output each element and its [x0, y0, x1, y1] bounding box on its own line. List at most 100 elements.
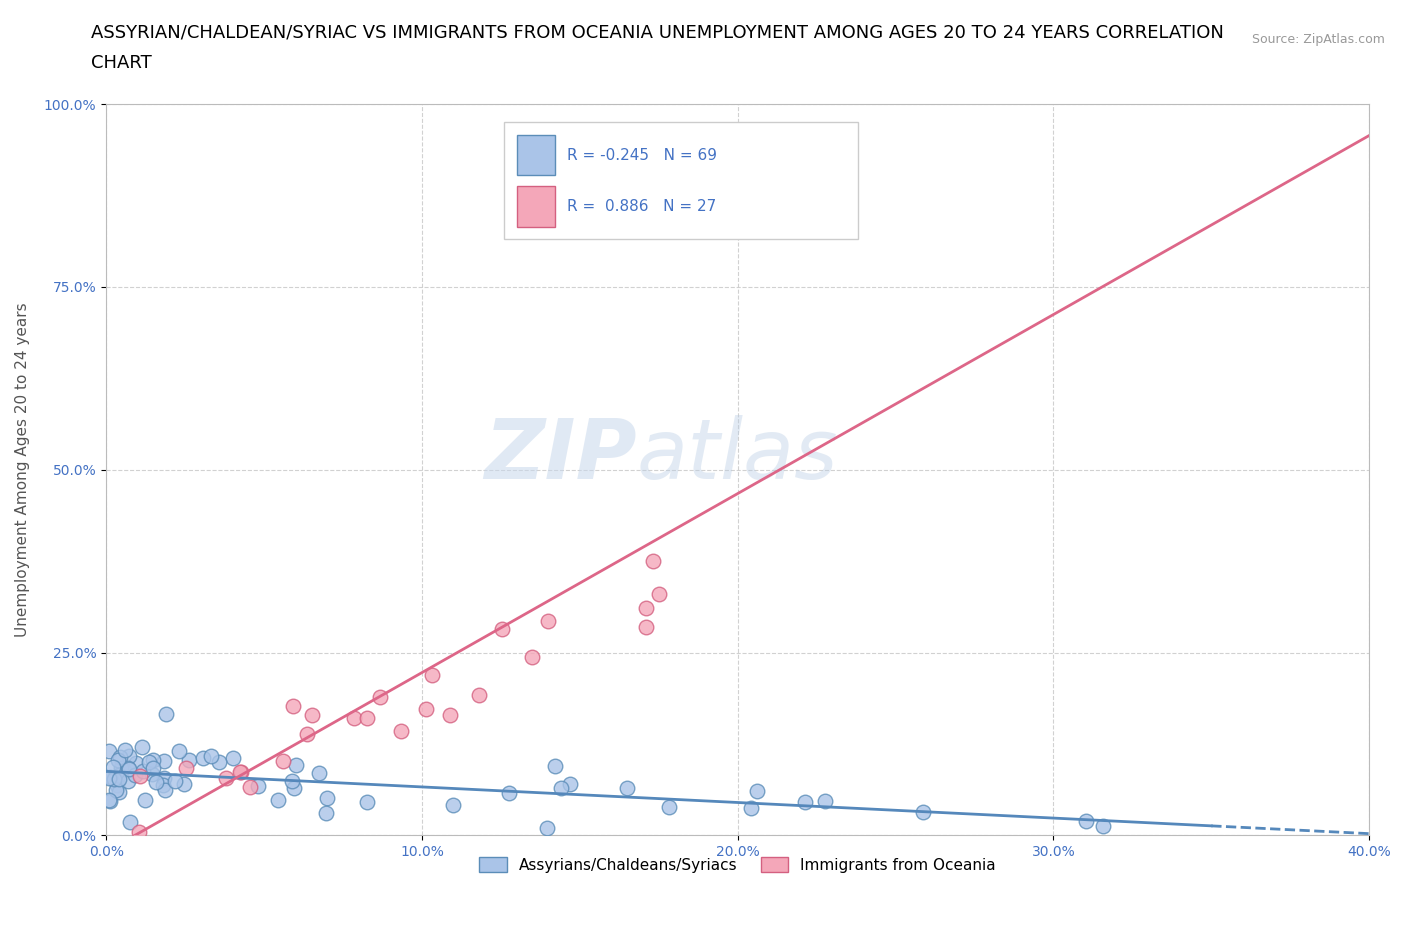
Point — [142, 761, 165, 776]
Point — [222, 751, 245, 765]
Point — [1076, 814, 1098, 829]
Text: ZIP: ZIP — [484, 415, 637, 496]
Text: R = -0.245   N = 69: R = -0.245 N = 69 — [567, 148, 717, 163]
Point — [105, 777, 128, 792]
Point — [167, 743, 190, 758]
Point — [114, 743, 136, 758]
Text: Source: ZipAtlas.com: Source: ZipAtlas.com — [1251, 33, 1385, 46]
Point — [152, 777, 174, 792]
Point — [103, 771, 125, 786]
Point — [439, 708, 461, 723]
Point — [648, 586, 671, 601]
Point — [634, 601, 657, 616]
Point — [129, 769, 152, 784]
Point — [134, 793, 156, 808]
Point — [145, 775, 167, 790]
Point — [415, 702, 437, 717]
Point — [98, 793, 121, 808]
Point — [118, 749, 141, 764]
Point — [616, 781, 638, 796]
Point — [658, 800, 681, 815]
FancyBboxPatch shape — [503, 123, 858, 239]
Point — [747, 784, 769, 799]
Point — [100, 769, 122, 784]
Text: ASSYRIAN/CHALDEAN/SYRIAC VS IMMIGRANTS FROM OCEANIA UNEMPLOYMENT AMONG AGES 20 T: ASSYRIAN/CHALDEAN/SYRIAC VS IMMIGRANTS F… — [91, 23, 1225, 41]
Point — [208, 755, 231, 770]
Legend: Assyrians/Chaldeans/Syriacs, Immigrants from Oceania: Assyrians/Chaldeans/Syriacs, Immigrants … — [474, 851, 1002, 879]
Point — [107, 752, 129, 767]
Point — [1092, 819, 1115, 834]
Point — [110, 761, 132, 776]
Point — [814, 793, 837, 808]
Point — [308, 765, 330, 780]
Point — [560, 777, 582, 791]
Point — [285, 757, 308, 772]
Point — [155, 706, 177, 721]
Point — [657, 155, 679, 170]
Point — [740, 800, 762, 815]
Point — [132, 764, 155, 778]
Point — [98, 770, 121, 785]
Point — [153, 771, 176, 786]
Point — [173, 777, 195, 791]
Point — [295, 727, 318, 742]
Point — [283, 698, 305, 713]
Point — [118, 815, 141, 830]
Point — [117, 774, 139, 789]
Point — [356, 794, 378, 809]
Point — [108, 785, 131, 800]
Point — [491, 622, 513, 637]
Point — [356, 711, 378, 725]
Point — [420, 668, 443, 683]
FancyBboxPatch shape — [516, 186, 554, 227]
Y-axis label: Unemployment Among Ages 20 to 24 years: Unemployment Among Ages 20 to 24 years — [15, 302, 30, 637]
Point — [101, 760, 124, 775]
Point — [141, 767, 163, 782]
Point — [117, 760, 139, 775]
Point — [215, 770, 238, 785]
Point — [550, 780, 572, 795]
Point — [98, 793, 121, 808]
Point — [281, 774, 304, 789]
Point — [229, 764, 252, 779]
Point — [179, 752, 201, 767]
Point — [468, 688, 491, 703]
Text: R =  0.886   N = 27: R = 0.886 N = 27 — [567, 199, 717, 214]
Point — [142, 752, 165, 767]
Point — [634, 619, 657, 634]
Point — [641, 553, 664, 568]
Point — [118, 762, 141, 777]
Point — [520, 649, 543, 664]
Point — [138, 755, 160, 770]
Point — [108, 771, 131, 786]
Point — [163, 774, 186, 789]
Point — [911, 804, 934, 819]
Point — [153, 754, 176, 769]
Point — [105, 770, 128, 785]
Point — [174, 761, 197, 776]
Point — [193, 751, 215, 765]
Point — [267, 792, 290, 807]
Point — [537, 614, 560, 629]
Point — [441, 797, 464, 812]
Point — [246, 778, 269, 793]
Text: atlas: atlas — [637, 415, 838, 496]
Point — [301, 708, 323, 723]
Point — [124, 767, 146, 782]
Point — [544, 759, 567, 774]
Point — [238, 780, 260, 795]
Point — [794, 794, 817, 809]
Point — [200, 749, 222, 764]
Point — [498, 785, 520, 800]
Point — [128, 824, 150, 839]
Point — [536, 820, 558, 835]
Point — [316, 791, 339, 806]
Point — [131, 739, 153, 754]
Point — [229, 765, 252, 780]
Point — [389, 724, 412, 738]
Point — [283, 781, 305, 796]
Point — [342, 711, 364, 725]
Point — [110, 750, 132, 764]
Point — [98, 744, 121, 759]
FancyBboxPatch shape — [516, 135, 554, 176]
